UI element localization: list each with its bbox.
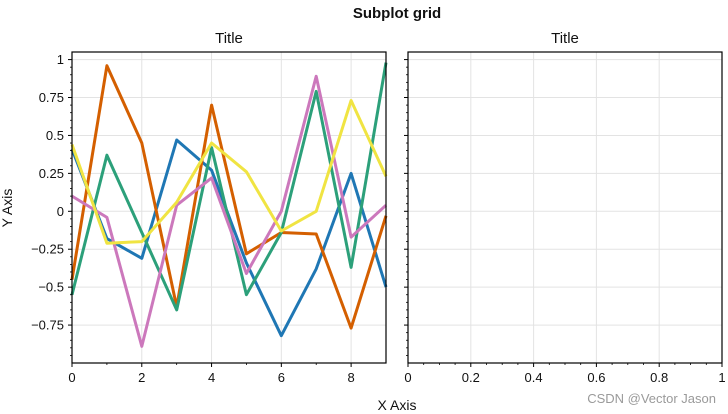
x-tick-label: 0 bbox=[68, 370, 75, 385]
x-tick-label: 0.8 bbox=[650, 370, 668, 385]
y-axis-label: Y Axis bbox=[0, 189, 15, 228]
x-tick-label: 8 bbox=[347, 370, 354, 385]
x-axis-label: X Axis bbox=[378, 397, 417, 413]
series-line-2 bbox=[70, 64, 388, 330]
x-tick-label: 0.2 bbox=[462, 370, 480, 385]
right-gridlines bbox=[408, 52, 722, 363]
x-tick-label: 0 bbox=[404, 370, 411, 385]
x-tick-label: 0.4 bbox=[525, 370, 543, 385]
right-subplot: Title 0 0.2 0.4 0.6 0.8 1 bbox=[404, 30, 726, 385]
right-subplot-title: Title bbox=[551, 30, 579, 47]
y-tick-label: −0.5 bbox=[38, 280, 64, 295]
series-line-3 bbox=[70, 62, 388, 312]
x-tick-label: 4 bbox=[208, 370, 215, 385]
x-tick-label: 6 bbox=[278, 370, 285, 385]
x-tick-label: 0.6 bbox=[587, 370, 605, 385]
watermark: CSDN @Vector Jason bbox=[587, 391, 716, 406]
x-tick-label: 2 bbox=[138, 370, 145, 385]
right-plot-area bbox=[408, 52, 722, 363]
y-tick-label: 1 bbox=[57, 52, 64, 67]
left-subplot: Title 1 0.75 0.5 0.25 0 −0.25 −0.5 −0.75 0 2 4 6 8 bbox=[31, 30, 388, 385]
y-tick-label: 0.5 bbox=[46, 128, 64, 143]
y-tick-label: 0.25 bbox=[39, 166, 64, 181]
y-tick-label: 0 bbox=[57, 204, 64, 219]
left-axes-frame bbox=[71, 51, 387, 364]
figure-suptitle: Subplot grid bbox=[353, 5, 441, 22]
left-subplot-title: Title bbox=[215, 30, 243, 47]
left-ticks: 1 0.75 0.5 0.25 0 −0.25 −0.5 −0.75 0 2 4 6 8 bbox=[31, 52, 355, 385]
series-line-5 bbox=[70, 99, 388, 245]
right-ticks: 0 0.2 0.4 0.6 0.8 1 bbox=[404, 59, 726, 385]
y-tick-label: −0.25 bbox=[31, 242, 64, 257]
y-tick-label: 0.75 bbox=[39, 90, 64, 105]
x-tick-label: 1 bbox=[718, 370, 725, 385]
y-tick-label: −0.75 bbox=[31, 318, 64, 333]
left-series-lines bbox=[70, 62, 388, 348]
